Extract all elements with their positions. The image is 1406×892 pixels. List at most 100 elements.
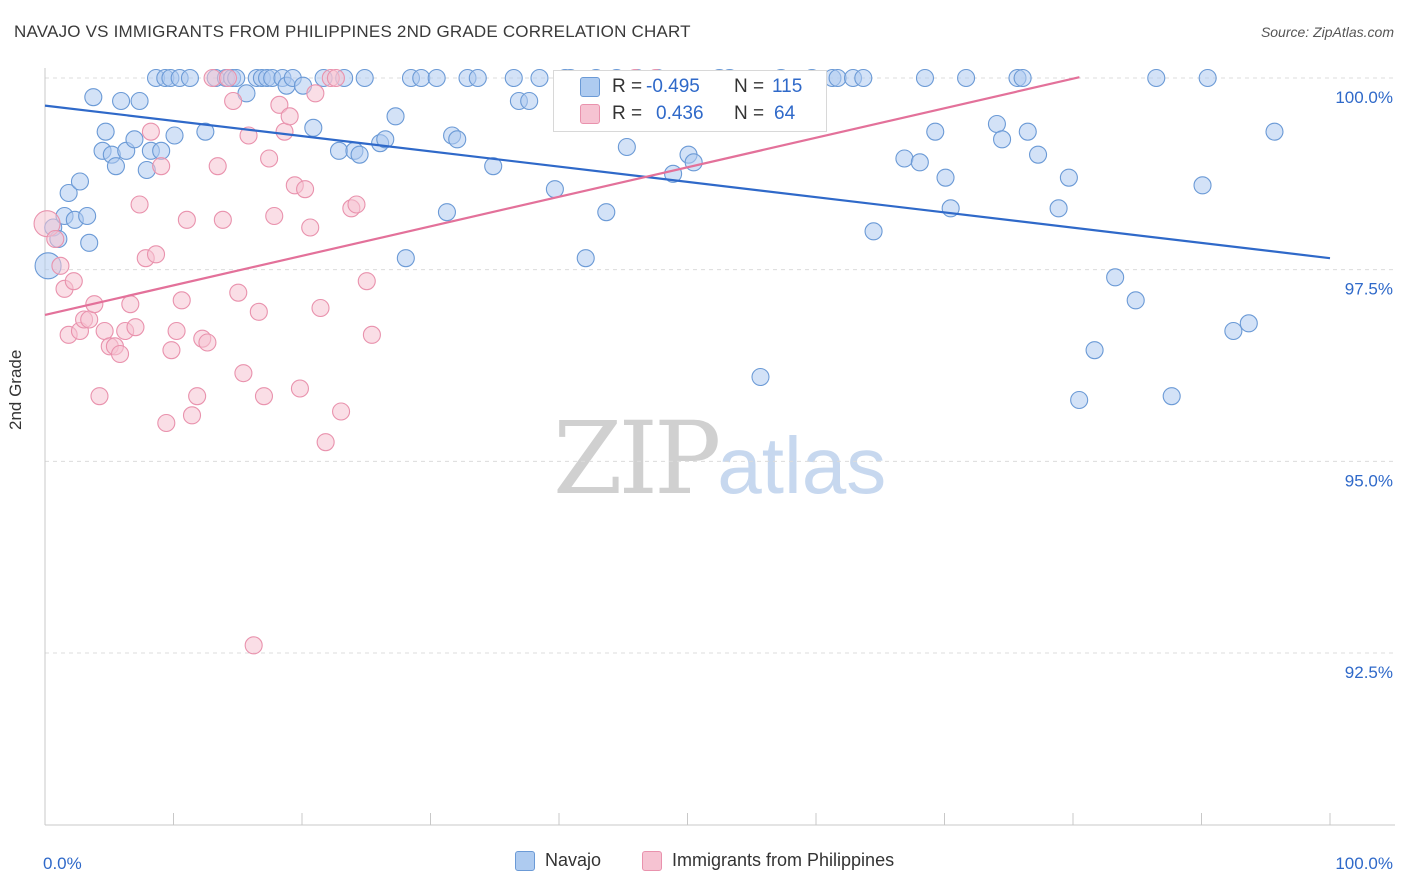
philippines-point: [130, 195, 149, 214]
philippines-point: [64, 272, 83, 291]
navajo-point: [1193, 176, 1212, 195]
navajo-point: [895, 149, 914, 168]
axis-layer: [44, 68, 1395, 826]
navajo-point: [125, 130, 144, 149]
legend-philippines-label: Immigrants from Philippines: [672, 850, 895, 870]
navajo-point: [1085, 341, 1104, 360]
philippines-point: [275, 122, 294, 141]
legend-philippines-swatch: [642, 850, 662, 871]
navajo-point: [78, 206, 97, 226]
navajo-point: [376, 130, 395, 149]
navajo-point: [468, 68, 487, 88]
navajo-point: [152, 141, 171, 160]
navajo-point: [437, 203, 456, 222]
navajo-point: [329, 141, 349, 160]
navajo-point: [1070, 390, 1089, 410]
philippines-point: [51, 256, 70, 275]
philippines-point: [249, 302, 268, 321]
navajo-point: [112, 91, 131, 111]
philippines-point: [90, 387, 109, 406]
y-tick-label-2: 95.0%: [1345, 471, 1393, 490]
legend: Navajo Immigrants from Philippines: [0, 850, 1406, 880]
navajo-point: [484, 157, 503, 176]
y-tick-label-0: 100.0%: [1335, 88, 1393, 107]
watermark-atlas: atlas: [717, 421, 887, 510]
philippines-point: [254, 387, 274, 406]
source-label: Source: ZipAtlas.com: [1260, 24, 1394, 40]
philippines-point: [316, 433, 335, 452]
philippines-point: [347, 195, 366, 214]
navajo-point: [1059, 168, 1078, 187]
navajo-r-label: R =: [612, 76, 643, 97]
philippines-point: [244, 636, 263, 655]
philippines-r-value: 0.436: [656, 103, 704, 124]
navajo-point: [936, 168, 955, 187]
philippines-point: [218, 68, 238, 88]
navajo-point: [180, 68, 199, 88]
legend-item-navajo[interactable]: Navajo: [515, 850, 601, 871]
navajo-point: [165, 126, 184, 145]
navajo-point: [304, 118, 323, 137]
philippines-point: [146, 245, 166, 264]
chart-title: NAVAJO VS IMMIGRANTS FROM PHILIPPINES 2N…: [14, 22, 691, 41]
philippines-n-value: 64: [774, 103, 796, 124]
navajo-point: [1013, 68, 1032, 88]
navajo-point: [1028, 145, 1048, 164]
navajo-point: [545, 180, 564, 199]
navajo-point: [84, 88, 103, 107]
navajo-point: [530, 68, 549, 88]
navajo-point: [751, 367, 770, 387]
navajo-point: [1126, 291, 1145, 310]
navajo-point: [597, 203, 616, 222]
philippines-point: [46, 229, 65, 249]
watermark: ZIPatlas: [553, 400, 886, 517]
stats-row-philippines: R = 0.436 N = 64: [554, 100, 826, 128]
y-tick-label-1: 97.5%: [1345, 280, 1393, 299]
navajo-point: [828, 68, 847, 88]
navajo-point: [1239, 314, 1258, 333]
philippines-point: [208, 157, 227, 176]
philippines-point: [234, 364, 253, 383]
philippines-point: [280, 107, 299, 126]
navajo-point: [350, 145, 369, 164]
navajo-n-label: N =: [734, 76, 765, 97]
navajo-point: [915, 68, 935, 88]
philippines-point: [326, 68, 345, 88]
philippines-point: [121, 295, 140, 314]
watermark-zip: ZIP: [553, 400, 721, 517]
tick-label-layer: 100.0% 97.5% 95.0% 92.5% 0.0% 100.0%: [43, 88, 1393, 873]
navajo-point: [130, 91, 149, 111]
philippines-point: [270, 95, 289, 114]
navajo-r-value: -0.495: [646, 76, 700, 97]
navajo-point: [59, 183, 78, 203]
legend-item-philippines[interactable]: Immigrants from Philippines: [642, 850, 894, 871]
navajo-point: [1049, 199, 1068, 218]
navajo-point: [504, 68, 523, 88]
navajo-point: [854, 68, 873, 88]
philippines-point: [172, 291, 191, 310]
philippines-point: [301, 218, 320, 237]
trend-layer: [44, 76, 1331, 316]
philippines-point: [95, 321, 114, 341]
navajo-point: [993, 130, 1012, 149]
philippines-point: [203, 68, 222, 88]
navajo-point: [1265, 122, 1284, 141]
philippines-point: [198, 333, 217, 352]
philippines-point: [296, 180, 315, 199]
navajo-point: [926, 122, 945, 141]
navajo-point: [355, 68, 374, 88]
x-tick-label-1: 100.0%: [1335, 854, 1393, 873]
navajo-point: [864, 222, 883, 241]
philippines-point: [167, 321, 186, 341]
philippines-point: [157, 413, 176, 433]
navajo-point: [957, 68, 976, 88]
navajo-point: [70, 172, 90, 191]
navajo-n-value: 115: [772, 76, 803, 97]
navajo-point: [1147, 68, 1166, 88]
philippines-point: [229, 283, 248, 302]
philippines-point: [357, 272, 376, 291]
navajo-point: [1162, 387, 1181, 406]
philippines-r-label: R =: [612, 103, 643, 124]
philippines-point: [162, 341, 181, 360]
